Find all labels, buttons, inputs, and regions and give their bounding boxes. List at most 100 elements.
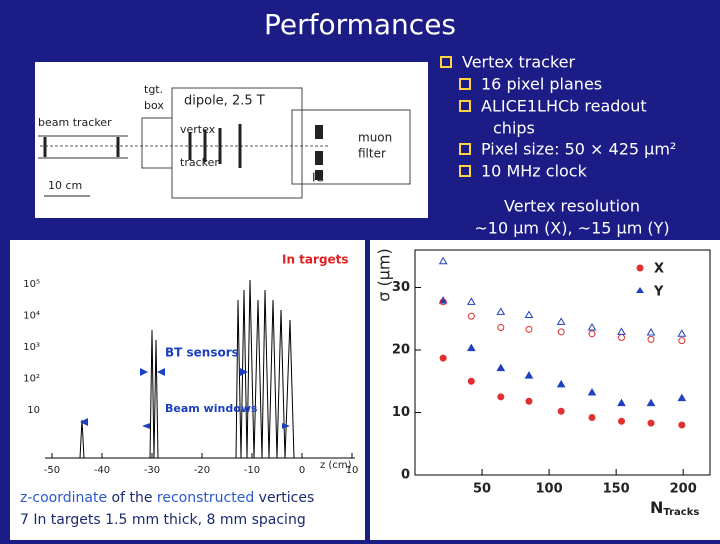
- data-point: [524, 310, 534, 318]
- detector-label: muon: [358, 131, 392, 145]
- data-point: [467, 312, 475, 320]
- y-tick-label: 10: [27, 405, 40, 416]
- data-point: [557, 407, 565, 415]
- data-point: [438, 296, 448, 304]
- data-point: [438, 256, 448, 265]
- legend-marker: [636, 264, 644, 272]
- detector-figure: beam tracker tgt. box dipole, 2.5 T vert…: [35, 62, 428, 218]
- data-point: [588, 414, 596, 421]
- data-point: [587, 388, 597, 396]
- data-point: [677, 329, 687, 337]
- y-tick-label: 10: [392, 405, 410, 420]
- caption-part: z-coordinate: [20, 490, 107, 506]
- data-point: [524, 371, 534, 379]
- data-point: [497, 324, 505, 331]
- detector-label: tracker: [180, 156, 219, 169]
- x-tick-label: 150: [603, 482, 630, 497]
- annotation: Beam windows: [165, 402, 258, 415]
- data-point: [525, 397, 533, 405]
- annotation: In targets: [282, 253, 349, 267]
- caption-line: 7 In targets 1.5 mm thick, 8 mm spacing: [20, 512, 306, 528]
- data-point: [496, 363, 506, 372]
- data-point: [466, 343, 476, 352]
- data-point: [646, 328, 656, 336]
- x-tick-label: 200: [670, 482, 697, 497]
- x-tick-label: 10: [346, 465, 359, 476]
- caption-part: reconstructed: [157, 490, 254, 506]
- detector-label: IC: [312, 171, 324, 185]
- bullet-icon: [459, 78, 471, 90]
- bullet-icon: [459, 165, 471, 177]
- data-point: [647, 335, 655, 343]
- bullet-item: ALICE1LHCb readout: [481, 97, 647, 116]
- x-tick-label: 0: [299, 465, 305, 476]
- z-histogram: In targets BT sensors Beam windows z (cm…: [10, 240, 365, 540]
- data-point: [678, 421, 686, 429]
- caption-part: vertices: [254, 490, 314, 506]
- data-point: [617, 327, 626, 335]
- detector-label: beam tracker: [38, 116, 112, 129]
- histogram-spikes: [79, 279, 295, 459]
- y-tick-label: 10³: [23, 342, 40, 353]
- x-axis-label: z (cm): [320, 460, 352, 471]
- x-axis-label: NTracks: [650, 498, 699, 519]
- x-tick-label: -50: [44, 465, 60, 476]
- x-tick-label: 100: [536, 482, 563, 497]
- y-tick-label: 10⁴: [23, 311, 40, 322]
- bullet-icon: [459, 143, 471, 155]
- bullet-item: Pixel size: 50 × 425 μm²: [481, 140, 676, 159]
- x-tick-label: -10: [244, 465, 260, 476]
- detector-label: dipole, 2.5 T: [184, 94, 265, 109]
- data-point: [439, 354, 447, 362]
- y-tick-label: 0: [401, 468, 410, 483]
- resolution-text: ~10 μm (X), ~15 μm (Y): [474, 219, 669, 238]
- caption-line: z-coordinate of the reconstructed vertic…: [20, 490, 314, 506]
- y-tick-label: 20: [392, 343, 410, 358]
- data-point: [466, 297, 476, 305]
- detector-label: filter: [358, 147, 386, 161]
- x-tick-label: 50: [473, 482, 491, 497]
- y-axis-label: σ (μm): [375, 248, 394, 301]
- detector-label: box: [144, 99, 164, 112]
- slide-title: Performances: [264, 8, 456, 41]
- data-point: [678, 337, 686, 345]
- x-axis-label-main: N: [650, 498, 663, 517]
- detector-label: tgt.: [144, 83, 163, 96]
- legend-label: Y: [653, 285, 664, 300]
- bullet-icon: [459, 100, 471, 112]
- detector-label: vertex: [180, 123, 216, 136]
- data-point: [556, 379, 566, 388]
- resolution-plot: σ (μm) NTracks X Y 50 100 150 200 0 10 20 30: [370, 240, 720, 540]
- x-tick-label: -20: [194, 465, 210, 476]
- data-point: [525, 325, 533, 333]
- data-point: [497, 393, 505, 401]
- caption-part: of the: [107, 490, 157, 506]
- data-point: [617, 398, 626, 407]
- data-point: [557, 328, 565, 336]
- data-point: [496, 307, 506, 315]
- y-tick-label: 30: [392, 280, 410, 295]
- resolution-heading: Vertex resolution: [504, 197, 640, 216]
- bullet-item: chips: [493, 119, 535, 138]
- annotation: BT sensors: [165, 346, 239, 360]
- data-point: [467, 377, 475, 385]
- bullet-icon: [440, 56, 452, 68]
- y-tick-label: 10²: [23, 374, 40, 385]
- data-point: [587, 323, 597, 331]
- y-tick-label: 10⁵: [23, 279, 40, 290]
- data-point: [439, 298, 447, 306]
- bullet-item: 16 pixel planes: [481, 75, 602, 94]
- x-axis-label-sub: Tracks: [663, 507, 699, 518]
- x-tick-label: -40: [94, 465, 110, 476]
- x-tick-label: -30: [144, 465, 160, 476]
- data-point: [677, 393, 687, 402]
- data-point: [588, 330, 596, 338]
- legend-label: X: [654, 262, 664, 277]
- data-point: [618, 417, 625, 425]
- detector-label: 10 cm: [48, 179, 82, 192]
- legend-marker: [636, 287, 644, 293]
- data-point: [646, 398, 656, 407]
- bullet-item: 10 MHz clock: [481, 162, 588, 181]
